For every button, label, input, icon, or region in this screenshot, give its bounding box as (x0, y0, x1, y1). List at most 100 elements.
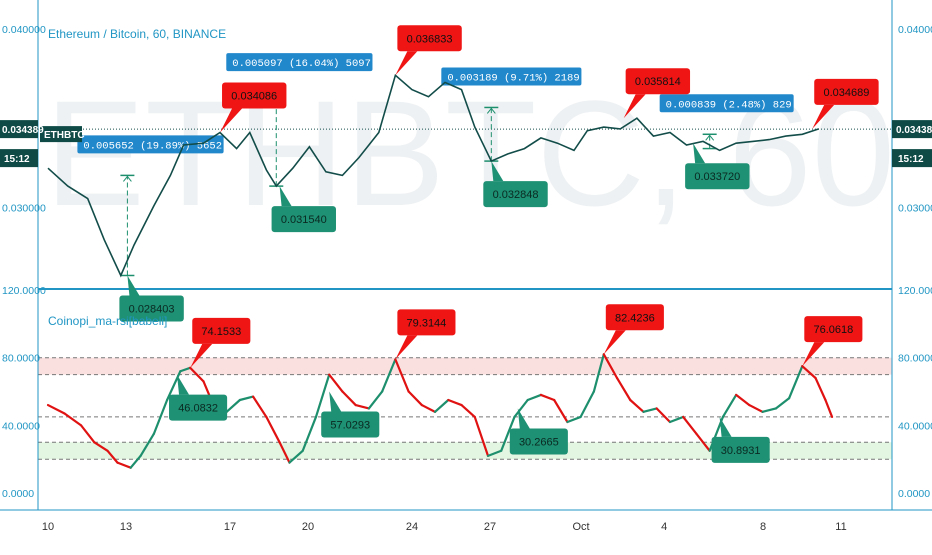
rsi-segment (106, 449, 119, 464)
annotation-label: 74.1533 (190, 317, 251, 368)
annotation-text: 0.032848 (493, 189, 539, 201)
annotation-pointer (190, 343, 213, 368)
countdown-right-text: 15:12 (898, 154, 924, 165)
rsi-segment (629, 398, 645, 413)
rsi-segment (824, 398, 834, 419)
annotation-label: 76.0618 (802, 316, 863, 367)
time-tick-label: 8 (760, 521, 766, 533)
overbought-band (38, 357, 892, 375)
countdown-badge-left: 15:12 (0, 149, 38, 168)
rsi-segment (602, 353, 619, 380)
annotation-text: 0.036833 (407, 33, 453, 45)
annotation-pointer (802, 342, 825, 367)
rsi-segment (761, 407, 777, 413)
annotation-text: 0.035814 (635, 76, 681, 88)
rsi-segment (129, 454, 142, 469)
annotation-label: 46.0832 (169, 374, 228, 421)
annotation-pointer (517, 408, 530, 429)
measure-label-text: 0.003189 (9.71%) 2189 (447, 72, 579, 84)
time-tick-label: 13 (120, 521, 132, 533)
time-tick-label: 20 (302, 521, 314, 533)
rsi-tick-left: 120.0000 (2, 285, 46, 297)
annotation-label: 57.0293 (321, 391, 380, 438)
rsi-segment (433, 398, 450, 413)
annotation-label: 0.036833 (395, 25, 462, 76)
rsi-segment (460, 403, 476, 419)
annotation-label: 0.034689 (812, 78, 879, 129)
time-tick-label: 4 (661, 521, 667, 533)
price-panel-title: Ethereum / Bitcoin, 60, BINANCE (48, 27, 226, 41)
rsi-segment (116, 461, 132, 469)
rsi-segment (420, 403, 437, 413)
rsi-segment (278, 441, 291, 464)
annotation-layer: 0.034086 0.036833 0.035814 0.034689 0.028403… (119, 25, 879, 463)
rsi-segment (615, 376, 632, 402)
annotation-pointer (719, 416, 732, 437)
rsi-segment (566, 415, 582, 424)
rsi-segment (179, 366, 192, 373)
annotation-label: 30.2665 (509, 408, 568, 455)
annotation-box (483, 181, 548, 208)
annotation-box (321, 411, 380, 438)
measure-label-box (77, 135, 224, 154)
annotation-box (222, 82, 287, 109)
rsi-tick-right: 0.0000 (898, 488, 930, 500)
annotation-text: 57.0293 (330, 420, 370, 432)
rsi-segment (328, 373, 344, 393)
rsi-segment (46, 403, 66, 415)
time-tick-label: 10 (42, 521, 54, 533)
time-tick-label: 17 (224, 521, 236, 533)
annotation-text: 76.0618 (813, 324, 853, 336)
rsi-segment (314, 373, 331, 419)
measure-label-text: 0.000839 (2.48%) 829 (666, 99, 792, 111)
rsi-segment (787, 365, 804, 400)
annotation-text: 79.3144 (407, 317, 447, 329)
annotation-label: 0.028403 (119, 275, 184, 322)
annotation-pointer (603, 330, 626, 355)
measure-label: 0.005097 (16.04%) 5097 (226, 53, 373, 72)
measure-label-box (226, 53, 373, 72)
measure-arrow (123, 175, 132, 182)
annotation-pointer (395, 335, 418, 360)
annotation-text: 0.033720 (694, 171, 740, 183)
rsi-segment (407, 390, 423, 407)
rsi-segment (238, 395, 255, 402)
annotation-box (397, 25, 462, 52)
rsi-segment (539, 393, 556, 402)
rsi-tick-right: 40.0000 (898, 420, 932, 432)
measure-label-text: 0.005097 (16.04%) 5097 (232, 58, 371, 70)
measure-arrow (486, 107, 496, 114)
rsi-segment (93, 441, 109, 452)
rsi-segment (814, 376, 827, 402)
rsi-segment (473, 415, 490, 457)
annotation-text: 82.4236 (615, 312, 655, 324)
price-series-layer (47, 73, 820, 278)
rsi-segment (500, 415, 516, 452)
price-tick-left: 0.030000 (2, 203, 46, 215)
time-tick-label: 27 (484, 521, 496, 533)
annotation-text: 0.034689 (823, 87, 869, 99)
annotation-pointer (279, 186, 292, 207)
annotation-pointer (220, 108, 243, 133)
rsi-segment (526, 393, 543, 402)
price-line (47, 73, 820, 278)
rsi-segment (748, 403, 764, 413)
rsi-segment (252, 395, 268, 419)
rsi-segment (735, 393, 751, 407)
annotation-text: 30.8931 (721, 445, 761, 457)
annotation-pointer (329, 391, 342, 412)
rsi-segment (341, 390, 357, 407)
measure-label: 0.000839 (2.48%) 829 (659, 94, 794, 113)
rsi-segment (367, 390, 384, 410)
annotation-pointer (177, 374, 190, 395)
rsi-segment (447, 398, 463, 407)
annotation-pointer (127, 275, 140, 296)
time-tick-label: 24 (406, 521, 418, 533)
annotation-pointer (395, 51, 418, 76)
annotation-box (605, 304, 664, 331)
annotation-label: 0.034086 (220, 82, 287, 133)
rsi-segment (288, 449, 304, 464)
annotation-box (119, 295, 184, 322)
